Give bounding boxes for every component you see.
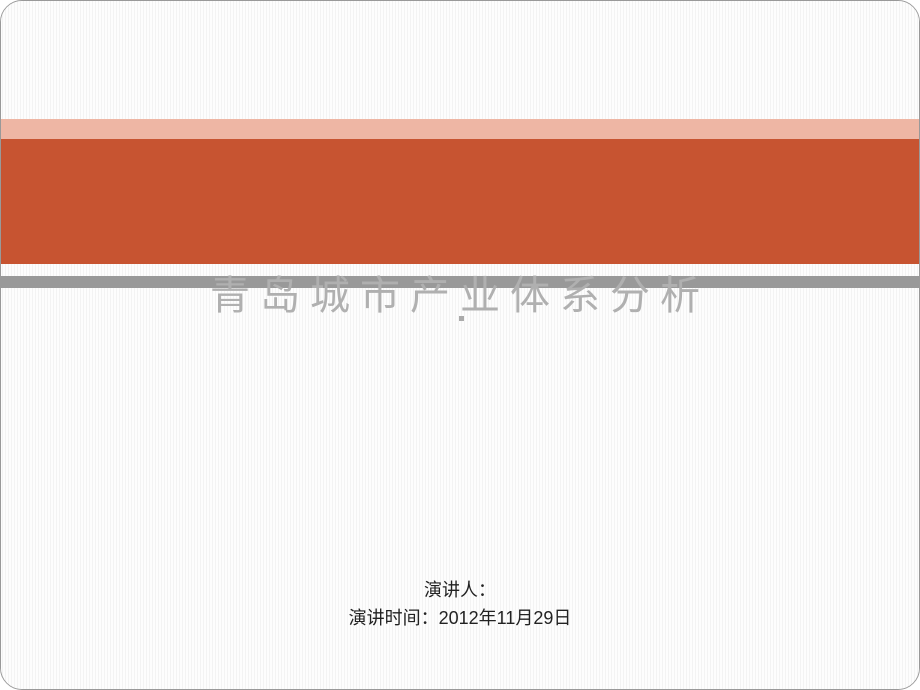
- slide-title: 青岛城市产业体系分析: [1, 263, 919, 321]
- presenter-label: 演讲人：: [1, 577, 919, 605]
- slide-container: 青岛城市产业体系分析 演讲人： 演讲时间：2012年11月29日: [0, 0, 920, 690]
- center-dot: [459, 316, 464, 321]
- presentation-date: 演讲时间：2012年11月29日: [1, 605, 919, 633]
- accent-band-pink: [1, 119, 919, 139]
- presenter-block: 演讲人： 演讲时间：2012年11月29日: [1, 577, 919, 633]
- accent-band-orange: [1, 139, 919, 264]
